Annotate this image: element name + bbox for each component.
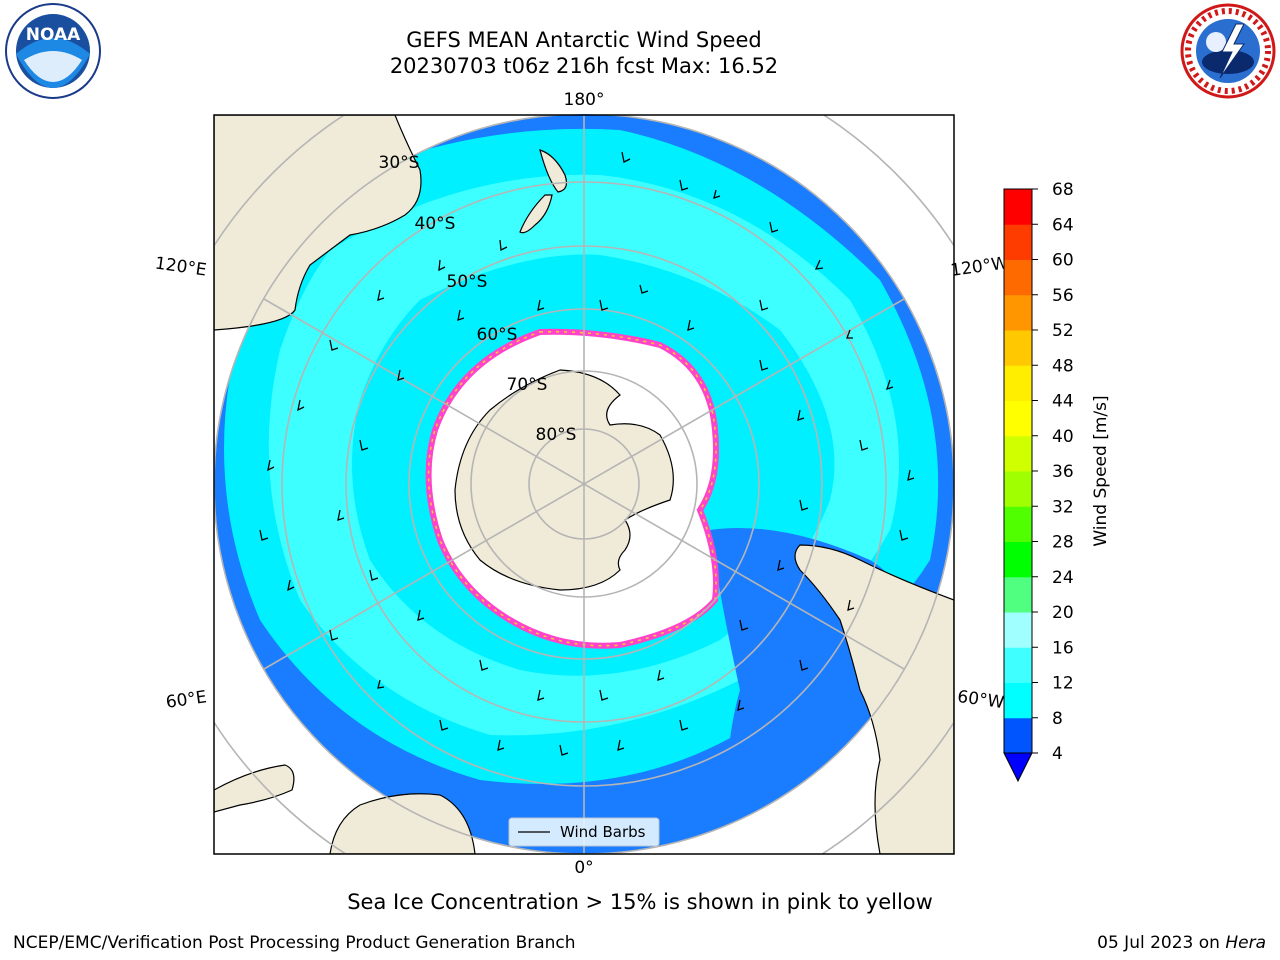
colorbar-tick-label: 52 (1052, 321, 1074, 341)
meridian-label-120e: 120°E (154, 254, 208, 281)
colorbar-under-arrow (1003, 752, 1033, 783)
colorbar-tick-label: 40 (1052, 427, 1074, 447)
colorbar-swatch (1004, 682, 1032, 719)
colorbar-label: Wind Speed [m/s] (1091, 395, 1111, 546)
noaa-logo-icon: NOAA (5, 3, 101, 99)
colorbar-tick-label: 60 (1052, 251, 1074, 271)
footer-date-text: 05 Jul 2023 on (1097, 933, 1220, 953)
colorbar-tick-label: 4 (1052, 744, 1063, 764)
colorbar-tick-label: 12 (1052, 674, 1074, 694)
legend-label: Wind Barbs (560, 823, 646, 841)
colorbar-swatch (1004, 435, 1032, 472)
footer-date: 05 Jul 2023 on Hera (1097, 933, 1266, 953)
meridian-label-0: 0° (574, 858, 593, 878)
latitude-label-70s: 70°S (507, 375, 548, 395)
footer-machine: Hera (1225, 933, 1266, 953)
colorbar-tick-label: 68 (1052, 180, 1074, 200)
latitude-label-40s: 40°S (415, 214, 456, 234)
footer-branch: NCEP/EMC/Verification Post Processing Pr… (13, 933, 576, 953)
colorbar-tick-label: 48 (1052, 356, 1074, 376)
colorbar-swatch (1004, 224, 1032, 260)
chart-subtitle: 20230703 t06z 216h fcst Max: 16.52 (389, 54, 779, 78)
colorbar-tick-label: 28 (1052, 533, 1074, 553)
meridian-label-180: 180° (564, 90, 605, 110)
latitude-label-30s: 30°S (379, 153, 420, 173)
colorbar-tick-label: 16 (1052, 638, 1074, 658)
madagascar-land (214, 764, 295, 813)
sea-ice-caption: Sea Ice Concentration > 15% is shown in … (347, 890, 933, 914)
colorbar-swatch (1004, 576, 1032, 613)
map-legend: Wind Barbs (508, 817, 660, 847)
latitude-label-50s: 50°S (447, 272, 488, 292)
colorbar-swatch (1004, 506, 1032, 542)
colorbar-swatch (1004, 717, 1032, 754)
chart-title: GEFS MEAN Antarctic Wind Speed (406, 28, 762, 52)
colorbar-swatch (1004, 189, 1032, 225)
noaa-logo-text: NOAA (26, 25, 81, 45)
antarctica-land (454, 369, 674, 591)
colorbar-swatch (1004, 612, 1032, 648)
latitude-label-60s: 60°S (477, 325, 518, 345)
colorbar-tick-label: 32 (1052, 497, 1074, 517)
colorbar-swatch (1004, 294, 1032, 331)
colorbar-tick-label: 36 (1052, 462, 1074, 482)
latitude-label-80s: 80°S (536, 425, 577, 445)
colorbar-swatch (1004, 647, 1032, 683)
colorbar-swatch (1004, 541, 1032, 578)
colorbar-swatch (1004, 330, 1032, 366)
meridian-label-60w: 60°W (956, 687, 1005, 713)
colorbar-tick-label: 56 (1052, 286, 1074, 306)
colorbar-swatch (1004, 400, 1032, 437)
colorbar-tick-label: 20 (1052, 603, 1074, 623)
wind-barbs (259, 151, 915, 756)
colorbar-swatch (1004, 365, 1032, 401)
colorbar-tick-label: 24 (1052, 568, 1074, 588)
nws-logo-icon (1180, 3, 1276, 99)
colorbar-swatch (1004, 471, 1032, 507)
colorbar-swatch (1004, 259, 1032, 296)
meridian-label-120w: 120°W (949, 253, 1009, 281)
colorbar-tick-label: 44 (1052, 392, 1074, 412)
colorbar-tick-label: 8 (1052, 709, 1063, 729)
colorbar-tick-label: 64 (1052, 215, 1074, 235)
meridian-label-60e: 60°E (165, 687, 208, 712)
